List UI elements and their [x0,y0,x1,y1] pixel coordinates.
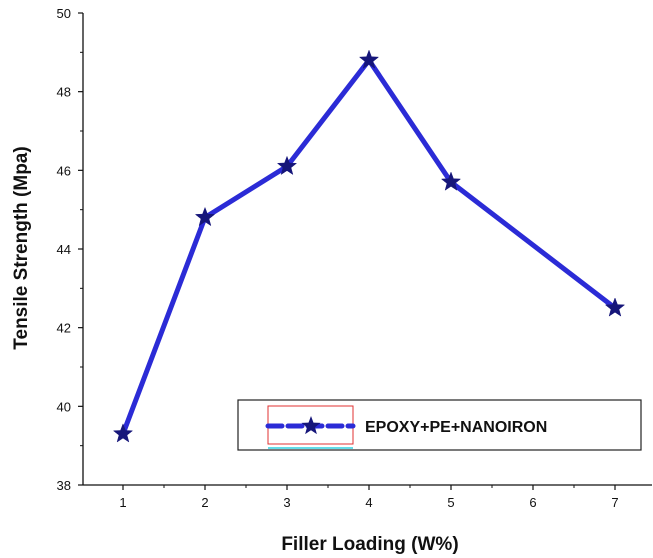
data-point-star-marker [276,155,298,176]
x-tick-label: 6 [529,495,536,510]
legend: EPOXY+PE+NANOIRON [237,399,642,451]
data-point-star-marker [440,171,462,191]
data-point-star-marker [112,423,134,443]
tick-marks: 38 40 42 44 46 48 50 1 2 3 4 5 6 7 [57,6,619,510]
x-tick-label: 3 [283,495,290,510]
legend-star-icon [301,416,321,435]
x-axis-title: Filler Loading (W%) [281,534,458,555]
x-tick-label: 1 [119,495,126,510]
data-point-star-marker [604,297,626,317]
x-tick-label: 4 [365,495,372,510]
data-point-star-marker [194,206,216,227]
y-tick-label: 40 [57,399,71,414]
y-tick-label: 50 [57,6,71,21]
y-tick-label: 46 [57,163,71,178]
series-line [120,57,618,437]
axis-titles: Filler Loading (W%) Tensile Strength (Mp… [11,146,459,555]
y-tick-label: 38 [57,478,71,493]
legend-label: EPOXY+PE+NANOIRON [365,419,547,436]
y-tick-label: 48 [57,85,71,100]
data-point-star-marker [358,49,380,69]
y-axis-title: Tensile Strength (Mpa) [11,146,32,349]
x-tick-label: 5 [447,495,454,510]
x-tick-label: 2 [201,495,208,510]
y-tick-label: 44 [57,242,71,257]
series-layer [112,49,626,443]
x-tick-label: 7 [611,495,618,510]
y-tick-label: 42 [57,321,71,336]
